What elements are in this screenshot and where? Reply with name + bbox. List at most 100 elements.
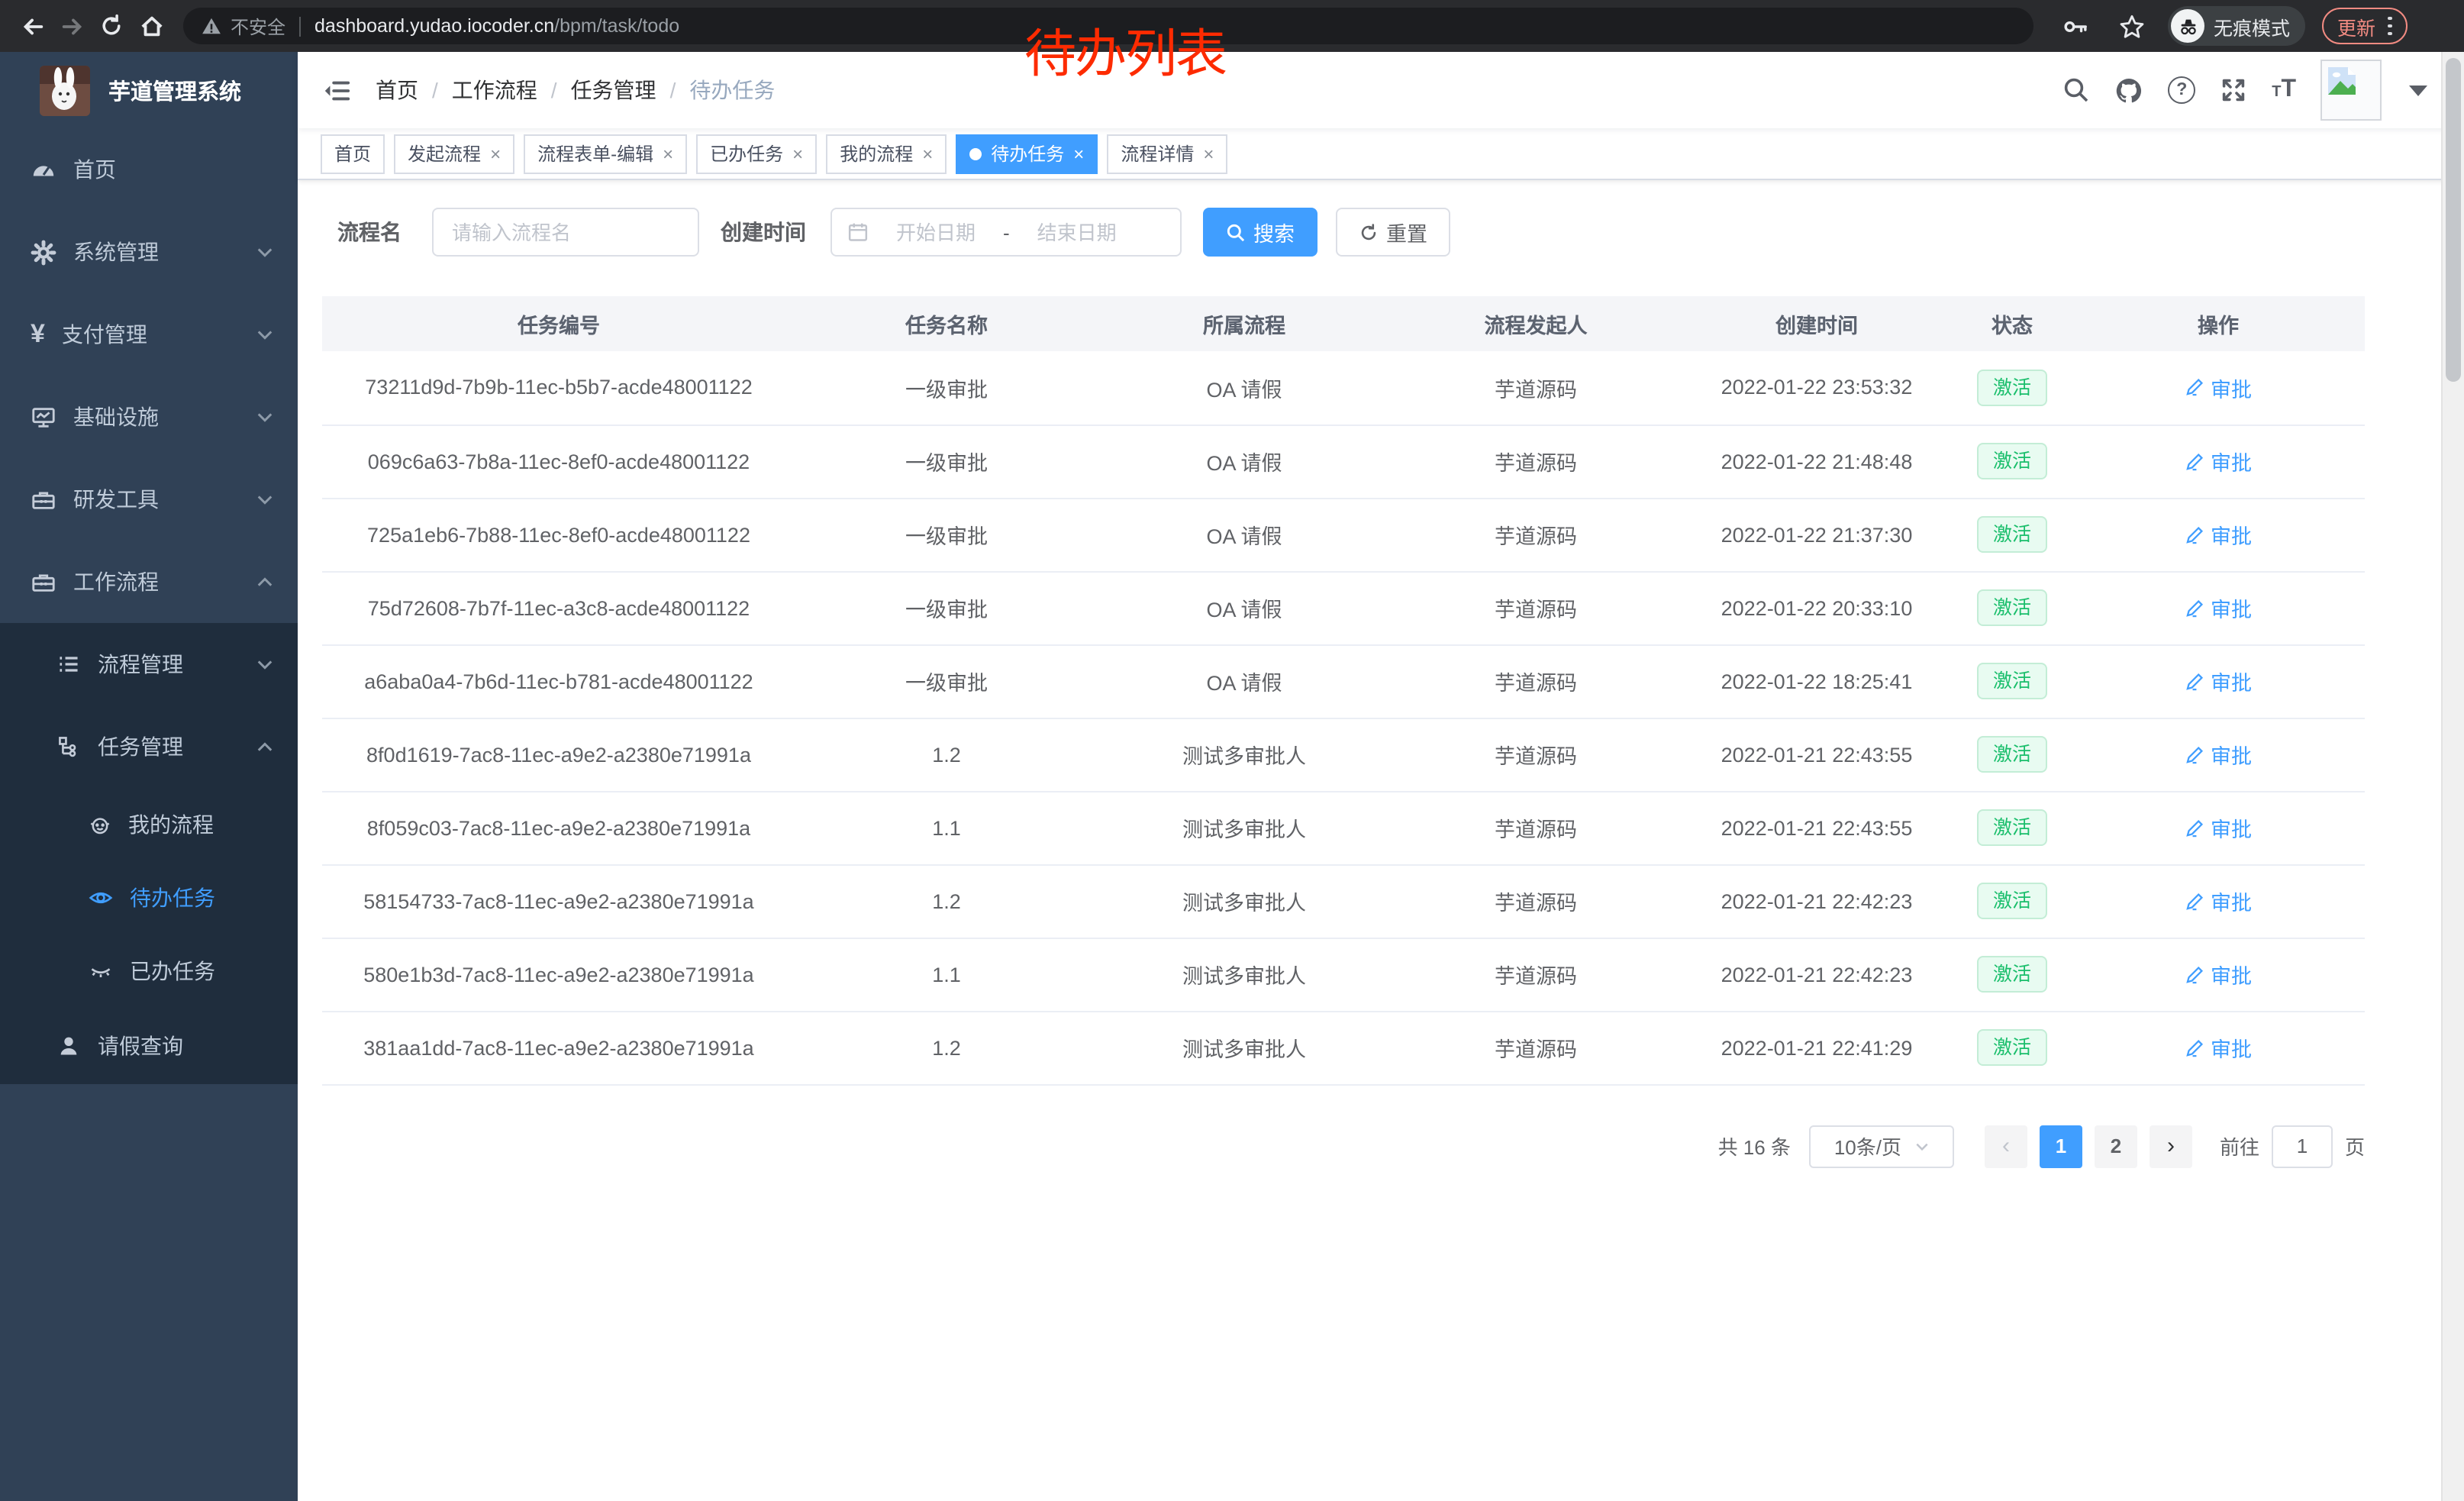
chevron-down-icon bbox=[256, 326, 273, 343]
col-actions: 操作 bbox=[2072, 296, 2365, 351]
password-key-icon[interactable] bbox=[2055, 6, 2095, 46]
github-icon[interactable] bbox=[2114, 76, 2143, 105]
search-button[interactable]: 搜索 bbox=[1203, 208, 1317, 257]
tag-start-process[interactable]: 发起流程 × bbox=[394, 134, 515, 173]
tag-todo-tasks[interactable]: 待办任务 × bbox=[956, 134, 1098, 173]
date-range-picker[interactable]: - bbox=[830, 208, 1182, 257]
update-label[interactable]: 更新 bbox=[2337, 18, 2376, 39]
close-icon[interactable]: × bbox=[1073, 143, 1085, 164]
approve-link[interactable]: 审批 bbox=[2185, 373, 2252, 403]
status-badge: 激活 bbox=[1977, 1028, 2046, 1067]
page-2-button[interactable]: 2 bbox=[2094, 1125, 2137, 1167]
browser-back-icon[interactable] bbox=[12, 6, 52, 46]
breadcrumb: 首页 / 工作流程 / 任务管理 / 待办任务 bbox=[376, 75, 775, 105]
tag-process-detail[interactable]: 流程详情 × bbox=[1107, 134, 1228, 173]
close-icon[interactable]: × bbox=[792, 143, 804, 164]
browser-home-icon[interactable] bbox=[131, 6, 171, 46]
sidebar-item-workflow[interactable]: 工作流程 bbox=[0, 541, 298, 623]
sidebar-item-leave-query[interactable]: 请假查询 bbox=[0, 1008, 298, 1084]
address-bar[interactable]: 不安全 dashboard.yudao.iocoder.cn/bpm/task/… bbox=[183, 8, 2033, 44]
approve-link[interactable]: 审批 bbox=[2185, 519, 2252, 550]
goto-page-input[interactable] bbox=[2271, 1125, 2333, 1167]
table-row: a6aba0a4-7b6d-11ec-b781-acde48001122 一级审… bbox=[322, 644, 2365, 718]
approve-link[interactable]: 审批 bbox=[2185, 446, 2252, 476]
close-icon[interactable]: × bbox=[663, 143, 674, 164]
chevron-down-icon bbox=[256, 656, 273, 673]
col-task-name: 任务名称 bbox=[795, 296, 1098, 351]
security-label[interactable]: 不安全 bbox=[231, 16, 286, 37]
active-dot bbox=[969, 147, 982, 160]
total-count: 共 16 条 bbox=[1717, 1136, 1791, 1159]
tag-my-process[interactable]: 我的流程 × bbox=[826, 134, 947, 173]
bookmark-star-icon[interactable] bbox=[2111, 6, 2151, 46]
sidebar-item-my-process[interactable]: 我的流程 bbox=[0, 788, 298, 861]
status-badge: 激活 bbox=[1977, 809, 2046, 847]
close-icon[interactable]: × bbox=[490, 143, 502, 164]
search-icon[interactable] bbox=[2062, 76, 2090, 104]
incognito-label: 无痕模式 bbox=[2214, 18, 2291, 39]
end-date-input[interactable] bbox=[1018, 221, 1135, 244]
table-row: 381aa1dd-7ac8-11ec-a9e2-a2380e71991a 1.2… bbox=[322, 1011, 2365, 1085]
close-icon[interactable]: × bbox=[922, 143, 934, 164]
help-icon[interactable]: ? bbox=[2168, 76, 2196, 104]
sidebar-item-home[interactable]: 首页 bbox=[0, 128, 298, 211]
browser-menu-icon[interactable] bbox=[2388, 16, 2392, 36]
prev-page-button[interactable]: ‹ bbox=[1984, 1125, 2027, 1167]
scrollbar-thumb[interactable] bbox=[2446, 58, 2461, 382]
approve-link[interactable]: 审批 bbox=[2185, 1032, 2252, 1063]
sidebar-item-devtools[interactable]: 研发工具 bbox=[0, 458, 298, 541]
start-date-input[interactable] bbox=[878, 221, 994, 244]
breadcrumb-home[interactable]: 首页 bbox=[376, 78, 418, 102]
breadcrumb-task-mgmt[interactable]: 任务管理 bbox=[570, 78, 656, 102]
browser-forward-icon[interactable] bbox=[52, 6, 92, 46]
reset-button[interactable]: 重置 bbox=[1336, 208, 1450, 257]
fullscreen-icon[interactable] bbox=[2220, 76, 2247, 104]
tags-bar: 首页 发起流程 × 流程表单-编辑 × 已办任务 × 我的流程 × bbox=[298, 128, 2464, 180]
tag-home[interactable]: 首页 bbox=[321, 134, 385, 173]
eye-open-icon bbox=[89, 886, 113, 910]
sidebar-item-todo-tasks[interactable]: 待办任务 bbox=[0, 861, 298, 934]
sidebar-item-done-tasks[interactable]: 已办任务 bbox=[0, 934, 298, 1008]
browser-reload-icon[interactable] bbox=[92, 6, 131, 46]
logo-rabbit-image bbox=[40, 65, 90, 115]
sidebar-item-process-mgmt[interactable]: 流程管理 bbox=[0, 623, 298, 705]
breadcrumb-current: 待办任务 bbox=[689, 78, 776, 102]
list-icon bbox=[56, 652, 81, 676]
approve-link[interactable]: 审批 bbox=[2185, 959, 2252, 989]
approve-link[interactable]: 审批 bbox=[2185, 739, 2252, 770]
approve-link[interactable]: 审批 bbox=[2185, 812, 2252, 843]
tag-process-form-edit[interactable]: 流程表单-编辑 × bbox=[524, 134, 688, 173]
table-row: 73211d9d-7b9b-11ec-b5b7-acde48001122 一级审… bbox=[322, 351, 2365, 425]
sidebar-item-system[interactable]: 系统管理 bbox=[0, 211, 298, 293]
page-size-select[interactable]: 10条/页 bbox=[1808, 1125, 1954, 1167]
page-scrollbar[interactable] bbox=[2441, 52, 2464, 1501]
incognito-icon bbox=[2171, 9, 2204, 43]
breadcrumb-workflow[interactable]: 工作流程 bbox=[451, 78, 537, 102]
status-badge: 激活 bbox=[1977, 882, 2046, 920]
tree-icon bbox=[56, 734, 81, 759]
approve-link[interactable]: 审批 bbox=[2185, 592, 2252, 623]
next-page-button[interactable]: › bbox=[2149, 1125, 2192, 1167]
sidebar-logo[interactable]: 芋道管理系统 bbox=[0, 52, 298, 128]
yen-icon: ¥ bbox=[31, 319, 45, 348]
process-name-input[interactable] bbox=[432, 208, 699, 257]
table-row: 58154733-7ac8-11ec-a9e2-a2380e71991a 1.2… bbox=[322, 864, 2365, 938]
approve-link[interactable]: 审批 bbox=[2185, 666, 2252, 696]
approve-link[interactable]: 审批 bbox=[2185, 886, 2252, 916]
sidebar-item-payment[interactable]: ¥ 支付管理 bbox=[0, 293, 298, 376]
tag-done-tasks[interactable]: 已办任务 × bbox=[696, 134, 818, 173]
sidebar-item-task-mgmt[interactable]: 任务管理 bbox=[0, 705, 298, 788]
page-1-button[interactable]: 1 bbox=[2039, 1125, 2082, 1167]
browser-update-button[interactable]: 更新 bbox=[2322, 8, 2408, 44]
chevron-up-icon bbox=[256, 738, 273, 755]
status-badge: 激活 bbox=[1977, 662, 2046, 700]
sidebar-item-infra[interactable]: 基础设施 bbox=[0, 376, 298, 458]
avatar-caret-icon[interactable] bbox=[2409, 85, 2427, 95]
workflow-submenu: 流程管理 任务管理 bbox=[0, 623, 298, 1084]
close-icon[interactable]: × bbox=[1203, 143, 1214, 164]
task-table: 任务编号 任务名称 所属流程 流程发起人 创建时间 状态 操作 73211d9d… bbox=[322, 296, 2365, 1085]
sidebar-collapse-icon[interactable] bbox=[322, 76, 351, 105]
avatar[interactable] bbox=[2320, 60, 2382, 121]
chevron-up-icon bbox=[256, 573, 273, 590]
